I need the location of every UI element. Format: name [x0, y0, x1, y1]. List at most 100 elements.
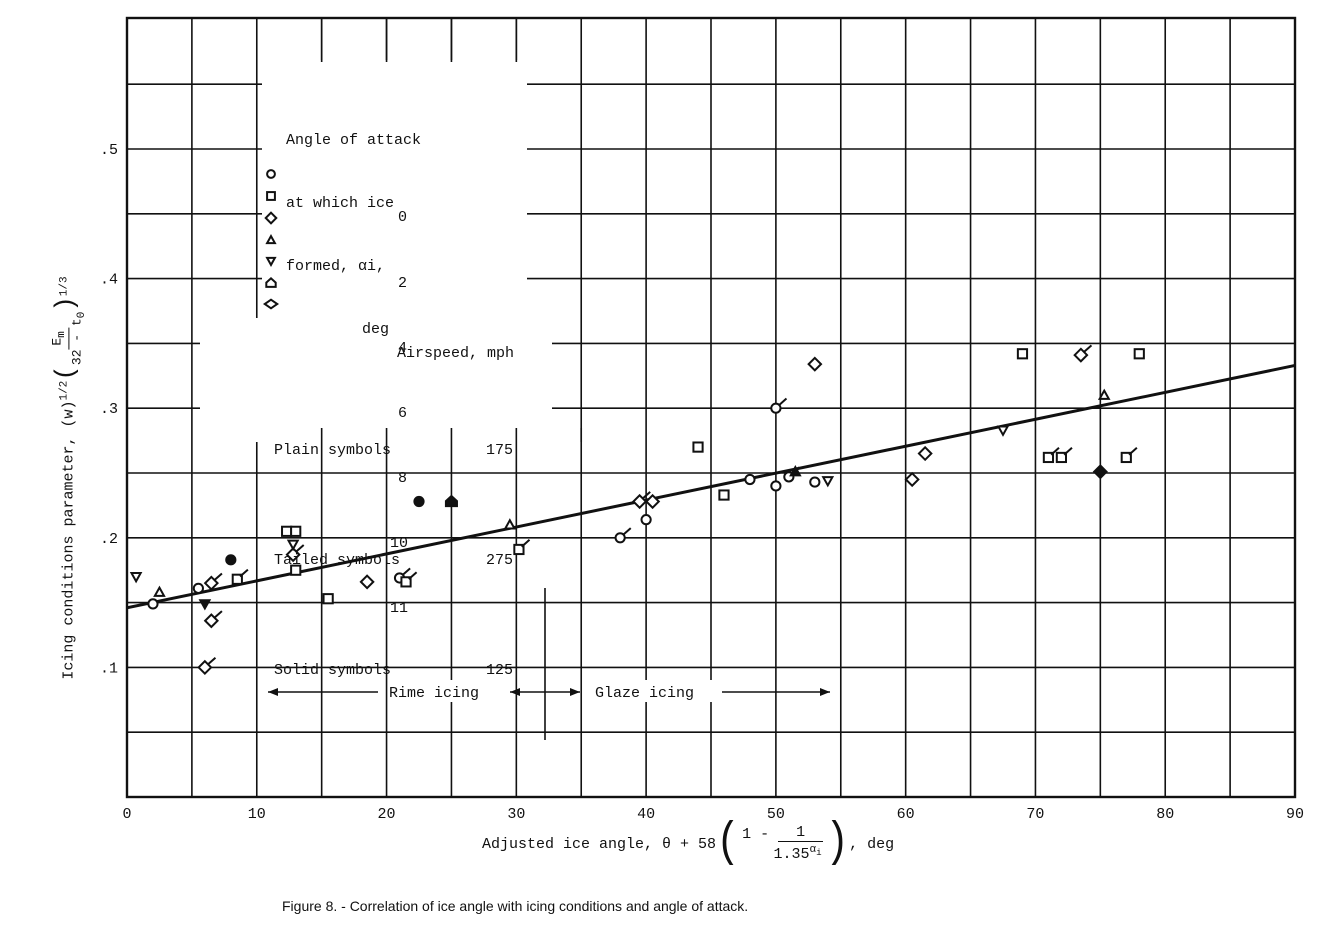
x-tick-label: 40	[637, 806, 655, 823]
circle-marker	[640, 514, 652, 526]
data-point	[290, 525, 302, 537]
legend-label-8: 8	[398, 469, 408, 487]
legend-symbol-house	[265, 276, 277, 288]
data-point	[1073, 344, 1093, 363]
data-point	[744, 473, 756, 486]
data-point	[147, 598, 159, 610]
legend-title-line: Angle of attack	[286, 132, 422, 149]
data-point	[1133, 348, 1145, 360]
x-axis-label: Adjusted ice angle, θ + 58(1 - 1 1.35αi),…	[482, 816, 895, 871]
data-point	[644, 493, 661, 510]
data-point	[286, 539, 300, 551]
y-axis-label: Icing conditions parameter, (w)1/2(Em 32 …	[32, 276, 88, 698]
tail-mark	[213, 610, 223, 619]
data-point	[322, 593, 334, 605]
diamond-marker	[807, 356, 823, 372]
data-point	[192, 582, 204, 594]
data-point	[904, 471, 920, 488]
tail-mark	[401, 567, 411, 576]
data-point	[503, 518, 517, 530]
data-point	[513, 539, 531, 556]
diamond-marker	[1073, 347, 1089, 363]
data-point	[718, 489, 730, 501]
tail-mark	[206, 656, 217, 666]
data-point	[444, 494, 458, 508]
square-marker	[400, 576, 412, 588]
x-tick-label: 50	[767, 806, 785, 823]
tail-mark	[1063, 447, 1073, 456]
arrow-head-icon	[268, 688, 278, 696]
legend-mask	[262, 62, 527, 318]
data-points	[129, 344, 1145, 676]
square-marker	[692, 441, 704, 453]
diamond-marker	[904, 471, 920, 488]
circle-marker	[192, 582, 204, 594]
legend-symbol-diamond-wide	[262, 298, 280, 310]
data-point	[413, 495, 425, 508]
circle-marker	[225, 554, 237, 566]
legend-symbol-triangle-up	[265, 234, 277, 245]
square-marker	[718, 489, 730, 501]
square-marker	[1016, 348, 1029, 360]
tail-mark	[295, 544, 305, 553]
legend-label-2: 2	[398, 274, 408, 292]
figure-caption: Figure 8. - Correlation of ice angle wit…	[282, 898, 749, 914]
circle-marker	[266, 169, 276, 179]
data-point	[285, 544, 305, 563]
x-tick-label: 60	[897, 806, 915, 823]
annot-mask	[388, 680, 500, 702]
tail-mark	[1128, 447, 1138, 456]
triangle-down-marker	[129, 572, 143, 584]
diamond-marker	[197, 659, 213, 676]
data-point	[917, 445, 933, 462]
triangle-up-marker	[503, 518, 517, 530]
circle-marker	[809, 476, 821, 488]
y-tick-label: .3	[100, 401, 118, 418]
x-tick-label: 90	[1286, 806, 1304, 823]
legend-symbol-square	[266, 191, 276, 201]
y-axis-ticks: .1 .2 .3 .4 .5	[100, 142, 118, 677]
circle-marker	[614, 532, 626, 544]
legend-label-4: 4	[398, 339, 408, 357]
data-point	[1120, 447, 1138, 464]
diamond-marker	[285, 547, 301, 563]
legend-symbol-triangle-down	[265, 256, 277, 267]
data-point	[1092, 464, 1108, 480]
circle-marker	[413, 495, 425, 508]
legend-symbols	[262, 169, 280, 310]
tail-mark	[213, 572, 223, 582]
diamond-marker	[264, 211, 278, 225]
diamond-marker	[644, 493, 661, 510]
diamond-marker	[1092, 464, 1108, 480]
tail-mark	[641, 491, 651, 500]
airspeed-label: Tailed symbols	[274, 552, 401, 569]
square-marker	[290, 564, 302, 576]
airspeed-value: 275	[486, 552, 514, 569]
triangle-down-marker	[821, 476, 835, 488]
tail-mark	[1082, 344, 1093, 354]
square-marker	[513, 543, 525, 556]
airspeed-value: 125	[486, 662, 514, 679]
data-point	[203, 610, 223, 629]
airspeed-row-plain: Plain symbols 175	[238, 418, 513, 484]
diamond-marker	[203, 613, 219, 629]
legend-title-line: deg	[362, 321, 390, 338]
diamond-marker	[631, 493, 648, 510]
legend-label-11: 11	[390, 600, 409, 618]
triangle-up-marker	[265, 234, 277, 245]
data-point	[807, 356, 823, 372]
house-marker	[444, 494, 458, 508]
arrow-head-icon	[510, 688, 520, 696]
arrow-head-icon	[570, 688, 580, 696]
legend-label-6: 6	[398, 404, 408, 422]
y-axis-label-text: Icing conditions parameter, (w)1/2(Em 32 …	[49, 276, 88, 680]
data-point	[197, 656, 217, 676]
tail-mark	[1050, 447, 1060, 456]
x-axis-ticks: 0 10 20 30 40 50 60 70 80 90	[122, 806, 1304, 823]
airspeed-value: 175	[486, 442, 514, 459]
glaze-icing-label: Glaze icing	[595, 685, 694, 702]
x-tick-label: 80	[1156, 806, 1174, 823]
circle-marker	[770, 402, 782, 414]
house-marker	[265, 276, 277, 288]
y-tick-label: .2	[100, 531, 118, 548]
